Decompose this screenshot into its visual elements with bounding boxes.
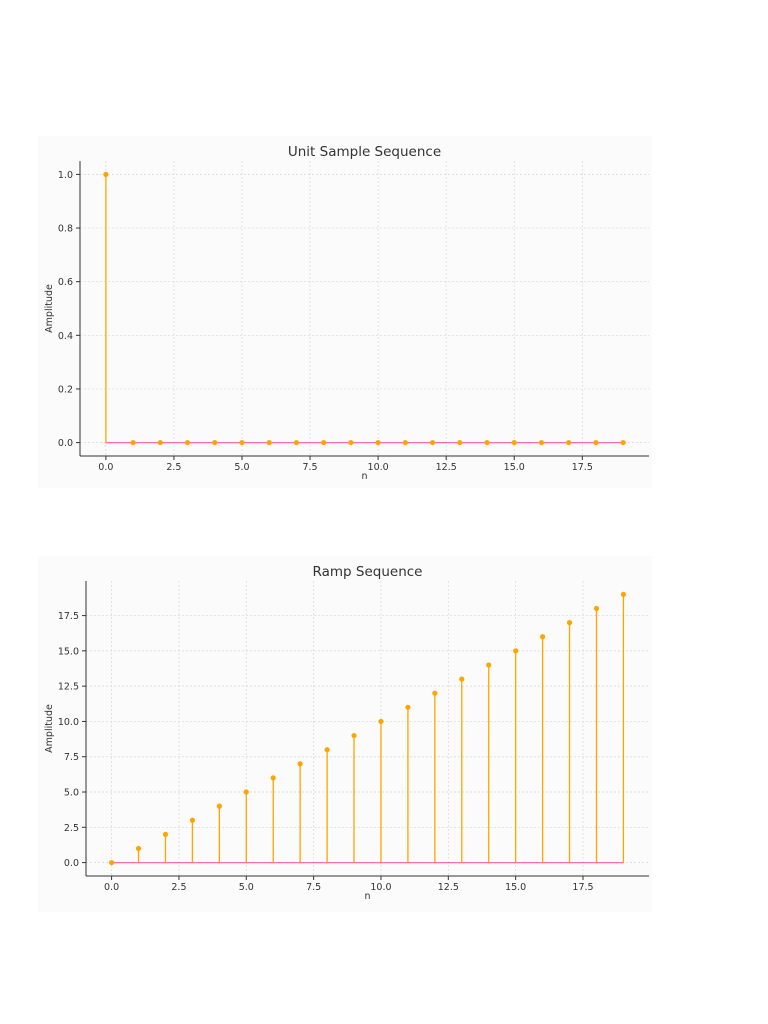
unit-sample-chart-panel: 0.0 2.5 5.0 7.5 10.0 12.5 15.0 17.5 0.0 0.2 0.4 0.6… xyxy=(38,136,652,488)
y-tick-label: 12.5 xyxy=(58,682,79,693)
stem-marker xyxy=(511,439,517,446)
y-axis-label: Amplitude xyxy=(44,284,55,333)
stem-marker xyxy=(212,439,218,446)
stem-marker xyxy=(157,439,163,446)
stem-marker xyxy=(375,439,381,446)
stem-marker xyxy=(459,676,465,682)
stem-marker xyxy=(593,439,599,446)
y-tick-label: 10.0 xyxy=(58,717,79,728)
y-axis-label: Amplitude xyxy=(44,704,55,753)
x-tick-label: 5.0 xyxy=(239,882,254,893)
stem-marker xyxy=(103,171,109,178)
unit-sample-chart: 0.0 2.5 5.0 7.5 10.0 12.5 15.0 17.5 0.0 0.2 0.4 0.6… xyxy=(44,144,649,482)
stem-marker xyxy=(513,648,519,654)
stem-marker xyxy=(402,439,408,446)
x-tick-label: 7.5 xyxy=(302,462,317,473)
x-tick-label: 17.5 xyxy=(572,882,593,893)
chart-title: Unit Sample Sequence xyxy=(288,144,441,160)
stem-marker xyxy=(432,690,438,696)
stem-marker xyxy=(486,662,492,668)
stem-marker xyxy=(566,439,572,446)
y-tick-label: 0.6 xyxy=(58,277,73,288)
stem-marker xyxy=(593,605,600,612)
stem-marker xyxy=(130,439,136,446)
stem-marker xyxy=(348,439,354,446)
stem-marker xyxy=(429,439,436,446)
x-tick-label: 12.5 xyxy=(436,462,457,473)
stem-marker xyxy=(566,620,573,626)
x-tick-label: 2.5 xyxy=(171,882,186,893)
x-tick-label: 10.0 xyxy=(368,462,389,473)
x-tick-label: 15.0 xyxy=(504,462,525,473)
stem-marker xyxy=(108,859,115,866)
stem-marker xyxy=(351,732,357,739)
stem-marker xyxy=(135,845,142,852)
stem-marker xyxy=(538,439,545,446)
y-tick-label: 7.5 xyxy=(64,752,79,763)
x-tick-label: 0.0 xyxy=(104,882,119,893)
x-tick-label: 2.5 xyxy=(166,462,181,473)
stem-marker xyxy=(216,803,222,809)
stem-marker xyxy=(243,789,249,795)
stem-marker xyxy=(266,439,272,446)
x-tick-label: 12.5 xyxy=(438,882,459,893)
x-tick-label: 17.5 xyxy=(572,462,593,473)
y-tick-label: 2.5 xyxy=(64,823,79,834)
y-tick-label: 15.0 xyxy=(58,646,79,657)
stem-marker xyxy=(324,747,330,753)
stem-marker xyxy=(378,718,384,725)
stem-marker xyxy=(539,634,546,640)
ramp-chart-panel: 0.0 2.5 5.0 7.5 10.0 12.5 15.0 17.5 0.0 2.5 5.0 7.5… xyxy=(38,556,652,912)
y-tick-label: 1.0 xyxy=(58,170,73,181)
stem-marker xyxy=(620,439,626,446)
chart-title: Ramp Sequence xyxy=(313,564,423,580)
x-axis-label: n xyxy=(361,471,367,482)
stem-marker xyxy=(321,439,327,446)
x-tick-label: 15.0 xyxy=(505,882,526,893)
stem-marker xyxy=(297,761,303,767)
x-tick-label: 7.5 xyxy=(306,882,321,893)
stem-marker xyxy=(189,817,196,823)
y-tick-label: 0.8 xyxy=(58,224,73,235)
y-tick-label: 0.0 xyxy=(64,858,79,869)
y-tick-label: 17.5 xyxy=(58,611,79,622)
stem-marker xyxy=(162,831,169,837)
stem-marker xyxy=(239,439,245,446)
y-tick-label: 5.0 xyxy=(64,788,79,799)
x-tick-label: 0.0 xyxy=(98,462,113,473)
y-tick-label: 0.2 xyxy=(58,384,73,395)
x-tick-label: 10.0 xyxy=(370,882,391,893)
stem-marker xyxy=(270,775,276,781)
stem-marker xyxy=(405,704,411,710)
y-tick-label: 0.0 xyxy=(58,438,73,449)
stem-marker xyxy=(293,439,300,446)
ramp-chart: 0.0 2.5 5.0 7.5 10.0 12.5 15.0 17.5 0.0 2.5 5.0 7.5… xyxy=(44,564,649,902)
x-axis-label: n xyxy=(364,891,370,902)
x-tick-label: 5.0 xyxy=(234,462,249,473)
stem-marker xyxy=(620,591,627,598)
y-tick-label: 0.4 xyxy=(58,331,73,342)
stem-marker xyxy=(484,439,490,446)
stem-marker xyxy=(184,439,191,446)
stem-marker xyxy=(457,439,463,446)
